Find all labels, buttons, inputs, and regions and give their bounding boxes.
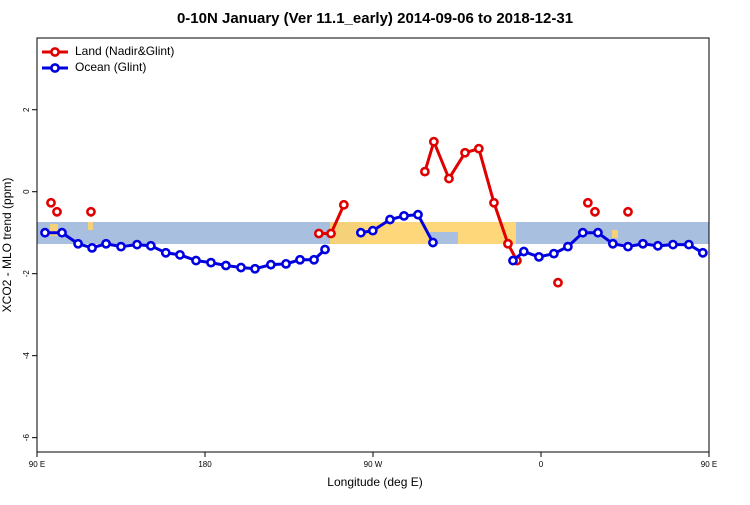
x-tick-label: 0	[539, 460, 544, 469]
point	[548, 248, 559, 259]
legend-label: Ocean (Glint)	[75, 60, 146, 74]
point	[577, 227, 588, 238]
series	[40, 209, 708, 274]
point	[175, 249, 185, 260]
y-tick-label: -6	[22, 434, 31, 442]
point	[46, 197, 56, 208]
point	[413, 209, 423, 220]
point	[473, 143, 484, 154]
point	[460, 147, 470, 158]
point	[355, 227, 366, 238]
point	[367, 225, 378, 236]
legend-marker	[50, 63, 60, 73]
point	[52, 206, 62, 217]
point	[668, 239, 678, 250]
point	[590, 206, 600, 217]
x-tick-label: 180	[198, 460, 212, 469]
point	[385, 214, 395, 225]
point	[313, 228, 324, 239]
point	[132, 239, 142, 250]
x-axis-label: Longitude (deg E)	[327, 475, 422, 489]
point	[582, 197, 593, 208]
point	[40, 227, 50, 238]
point	[206, 257, 216, 268]
chart-title: 0-10N January (Ver 11.1_early) 2014-09-0…	[177, 10, 573, 27]
point	[638, 238, 648, 249]
point	[534, 251, 544, 262]
x-tick-label: 90 W	[364, 460, 383, 469]
point	[236, 262, 246, 273]
point	[399, 210, 409, 221]
point	[508, 255, 518, 266]
point	[697, 247, 708, 258]
point	[73, 238, 83, 249]
y-tick-label: -4	[22, 352, 31, 360]
y-tick-label: -2	[22, 270, 31, 278]
point	[145, 240, 156, 251]
point	[593, 227, 603, 238]
point	[489, 197, 499, 208]
point	[326, 228, 336, 239]
x-tick-label: 90 E	[701, 460, 717, 469]
point	[607, 238, 618, 249]
point	[265, 259, 276, 270]
point	[419, 166, 430, 177]
point	[87, 242, 97, 253]
point	[553, 277, 563, 288]
point	[562, 241, 573, 252]
y-tick-label: 2	[22, 107, 31, 112]
point	[683, 239, 694, 250]
point	[116, 241, 126, 252]
point	[250, 263, 260, 274]
point	[503, 238, 513, 249]
legend-label: Land (Nadir&Glint)	[75, 44, 174, 58]
y-axis-label: XCO2 - MLO trend (ppm)	[0, 178, 14, 313]
x-tick-label: 90 E	[29, 460, 45, 469]
series	[46, 136, 633, 288]
point	[191, 255, 201, 266]
point	[101, 238, 111, 249]
point	[652, 240, 663, 251]
point	[518, 246, 529, 257]
point	[295, 254, 305, 265]
point	[86, 206, 96, 217]
y-tick-label: 0	[22, 189, 31, 194]
point	[623, 241, 633, 252]
point	[444, 173, 454, 184]
point	[309, 254, 319, 265]
legend-marker	[50, 47, 60, 57]
point	[428, 237, 438, 248]
point	[338, 199, 349, 210]
point	[281, 258, 291, 269]
point	[221, 260, 231, 271]
point	[623, 206, 633, 217]
point	[428, 136, 439, 147]
point	[160, 247, 171, 258]
point	[320, 244, 330, 255]
point	[57, 227, 67, 238]
